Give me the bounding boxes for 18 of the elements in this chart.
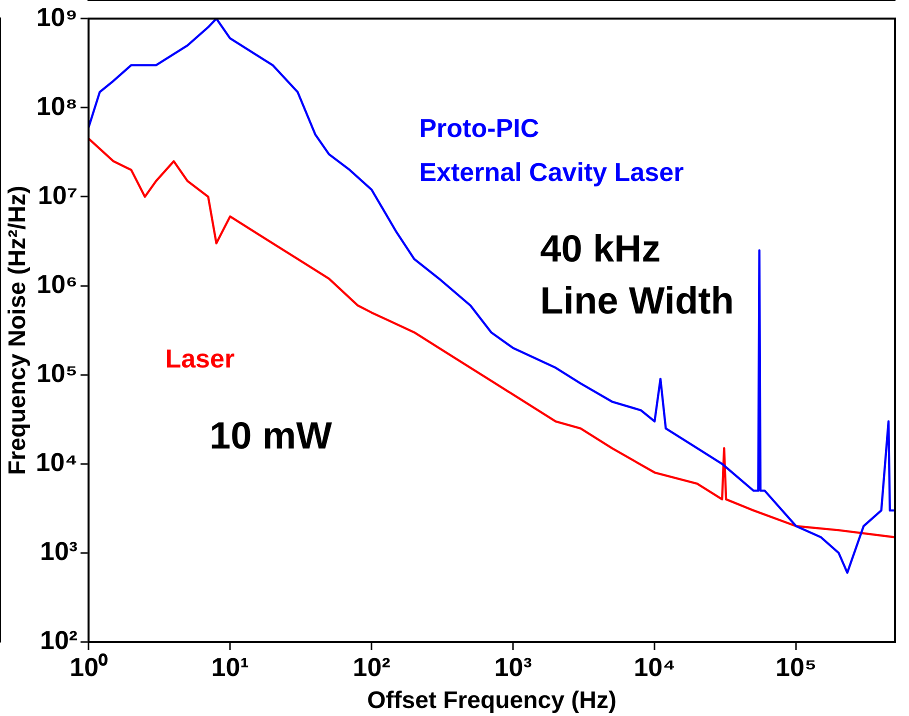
- y-tick-label: 10⁵: [36, 358, 78, 388]
- annotation: 10 mW: [210, 416, 332, 458]
- y-tick-label: 10⁴: [36, 447, 78, 478]
- y-tick-label: 10⁸: [36, 90, 78, 121]
- y-tick-label: 10⁶: [36, 268, 78, 299]
- x-axis-title: Offset Frequency (Hz): [367, 687, 616, 714]
- x-tick-label: 10⁴: [634, 652, 676, 682]
- y-axis-title: Frequency Noise (Hz²/Hz): [4, 186, 32, 475]
- x-tick-label: 10¹: [211, 652, 249, 682]
- y-tick-label: 10³: [40, 536, 78, 566]
- y-tick-label: 10⁹: [36, 2, 78, 32]
- x-tick-label: 10⁵: [776, 652, 817, 682]
- series-label: Proto-PIC External Cavity Laser: [419, 113, 684, 188]
- x-tick-label: 10²: [352, 652, 391, 682]
- annotation: 40 kHz Line Width: [540, 228, 734, 323]
- x-tick-label: 10³: [494, 652, 532, 682]
- text: Laser: [165, 344, 235, 374]
- y-tick-label: 10⁷: [38, 180, 78, 210]
